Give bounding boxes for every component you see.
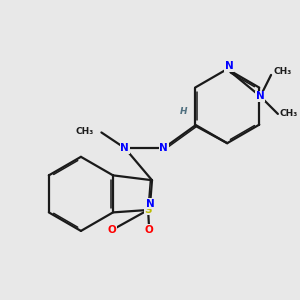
Text: CH₃: CH₃: [273, 68, 291, 76]
Text: CH₃: CH₃: [280, 110, 298, 118]
Text: S: S: [144, 205, 152, 215]
Text: CH₃: CH₃: [75, 127, 94, 136]
Text: O: O: [145, 225, 154, 235]
Text: N: N: [256, 92, 265, 101]
Text: N: N: [120, 143, 129, 153]
Text: O: O: [108, 225, 116, 235]
Text: N: N: [159, 143, 168, 153]
Text: H: H: [180, 107, 187, 116]
Text: N: N: [225, 61, 233, 71]
Text: N: N: [146, 199, 154, 208]
